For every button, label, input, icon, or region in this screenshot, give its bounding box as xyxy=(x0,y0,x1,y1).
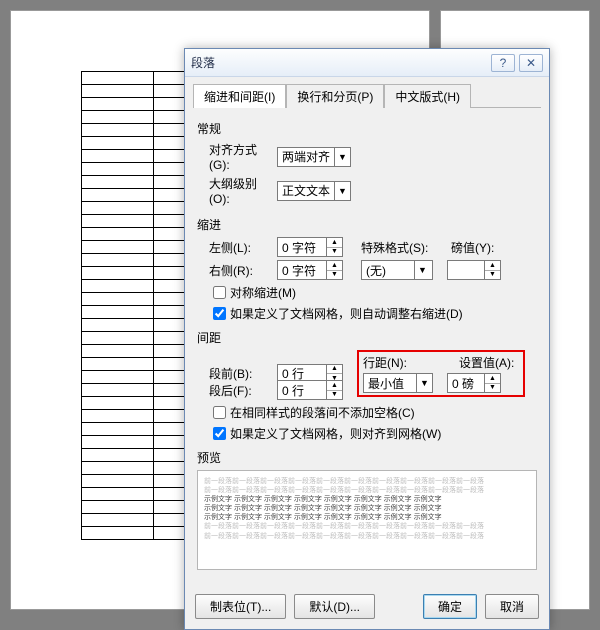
auto-adjust-right-indent-label: 如果定义了文档网格，则自动调整右缩进(D) xyxy=(230,305,463,322)
indent-right-spinner[interactable]: 0 字符 ▲▼ xyxy=(277,260,343,280)
indent-by-label: 磅值(Y): xyxy=(451,239,511,256)
tab-strip: 缩进和间距(I) 换行和分页(P) 中文版式(H) xyxy=(185,77,549,107)
dialog-button-bar: 制表位(T)... 默认(D)... 确定 取消 xyxy=(185,586,549,629)
indent-right-label: 右侧(R): xyxy=(197,262,277,279)
chevron-down-icon: ▼ xyxy=(334,182,350,200)
chevron-down-icon: ▼ xyxy=(334,148,350,166)
ok-button[interactable]: 确定 xyxy=(423,594,477,619)
tab-indent-spacing[interactable]: 缩进和间距(I) xyxy=(193,84,286,108)
chevron-down-icon: ▼ xyxy=(416,374,432,392)
tab-panel-indent-spacing: 常规 对齐方式(G): 两端对齐 ▼ 大纲级别(O): 正文文本 ▼ 缩进 左侧… xyxy=(185,108,549,586)
snap-to-grid-label: 如果定义了文档网格，则对齐到网格(W) xyxy=(230,425,441,442)
help-button[interactable]: ? xyxy=(491,54,515,72)
auto-adjust-right-indent-checkbox[interactable] xyxy=(213,307,226,320)
special-format-label: 特殊格式(S): xyxy=(361,239,433,256)
section-indent-heading: 缩进 xyxy=(197,216,537,233)
space-after-spinner[interactable]: 0 行 ▲▼ xyxy=(277,380,343,400)
tab-line-page-breaks[interactable]: 换行和分页(P) xyxy=(286,84,384,108)
tabs-button[interactable]: 制表位(T)... xyxy=(195,594,286,619)
close-button[interactable]: ✕ xyxy=(519,54,543,72)
snap-to-grid-checkbox[interactable] xyxy=(213,427,226,440)
section-spacing-heading: 间距 xyxy=(197,329,537,346)
paragraph-dialog: 段落 ? ✕ 缩进和间距(I) 换行和分页(P) 中文版式(H) 常规 对齐方式… xyxy=(184,48,550,630)
no-space-same-style-label: 在相同样式的段落间不添加空格(C) xyxy=(230,404,415,421)
special-format-combo[interactable]: (无) ▼ xyxy=(361,260,433,280)
line-spacing-combo[interactable]: 最小值 ▼ xyxy=(363,373,433,393)
indent-by-spinner[interactable]: ▲▼ xyxy=(447,260,501,280)
cancel-button[interactable]: 取消 xyxy=(485,594,539,619)
set-default-button[interactable]: 默认(D)... xyxy=(294,594,375,619)
spacing-at-label: 设置值(A): xyxy=(459,354,519,371)
alignment-combo[interactable]: 两端对齐 ▼ xyxy=(277,147,351,167)
alignment-label: 对齐方式(G): xyxy=(197,141,277,172)
preview-box: 前一段落前一段落前一段落前一段落前一段落前一段落前一段落前一段落前一段落前一段落… xyxy=(197,470,537,570)
section-general-heading: 常规 xyxy=(197,120,537,137)
dialog-title: 段落 xyxy=(191,54,487,71)
indent-left-spinner[interactable]: 0 字符 ▲▼ xyxy=(277,237,343,257)
spacing-at-spinner[interactable]: 0 磅 ▲▼ xyxy=(447,373,501,393)
line-spacing-label: 行距(N): xyxy=(363,354,423,371)
space-after-label: 段后(F): xyxy=(197,382,277,399)
tab-asian-typography[interactable]: 中文版式(H) xyxy=(384,84,471,108)
line-spacing-highlight: 行距(N): 设置值(A): 最小值 ▼ 0 磅 ▲▼ xyxy=(357,350,525,397)
chevron-down-icon: ▼ xyxy=(414,261,430,279)
no-space-same-style-checkbox[interactable] xyxy=(213,406,226,419)
outline-level-combo[interactable]: 正文文本 ▼ xyxy=(277,181,351,201)
indent-left-label: 左侧(L): xyxy=(197,239,277,256)
mirror-indent-label: 对称缩进(M) xyxy=(230,284,296,301)
dialog-titlebar[interactable]: 段落 ? ✕ xyxy=(185,49,549,77)
section-preview-heading: 预览 xyxy=(197,449,537,466)
outline-level-label: 大纲级别(O): xyxy=(197,175,277,206)
space-before-label: 段前(B): xyxy=(197,365,277,382)
mirror-indent-checkbox[interactable] xyxy=(213,286,226,299)
